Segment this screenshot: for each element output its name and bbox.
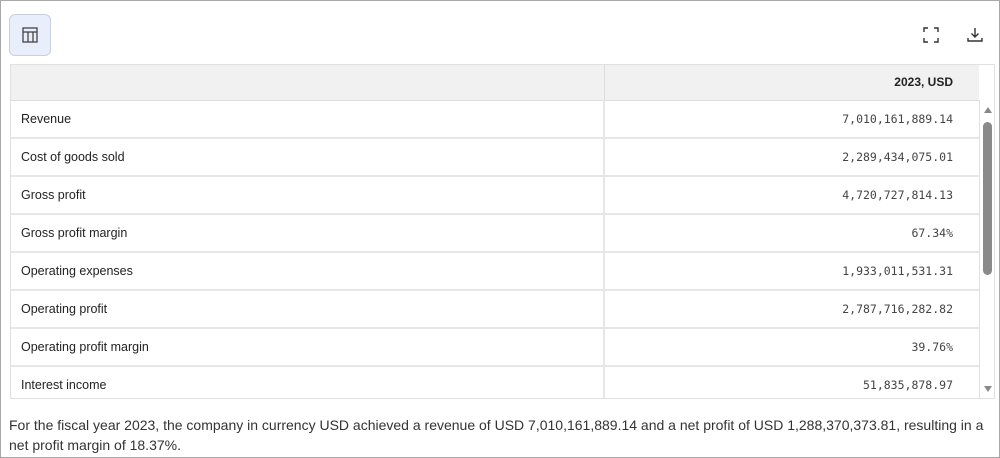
row-value: 4,720,727,814.13 [604, 176, 979, 215]
download-icon [967, 28, 983, 42]
column-header-2023-usd: 2023, USD [604, 65, 979, 101]
row-label: Cost of goods sold [11, 138, 605, 177]
table-row: Operating expenses 1,933,011,531.31 [11, 252, 979, 291]
row-value: 1,933,011,531.31 [604, 252, 979, 291]
row-label: Gross profit [11, 176, 605, 215]
download-button[interactable] [963, 23, 987, 47]
table-row: Operating profit margin 39.76% [11, 328, 979, 367]
row-label: Interest income [11, 366, 605, 398]
table-layout-icon [22, 27, 38, 43]
table-row: Gross profit margin 67.34% [11, 214, 979, 253]
table-row: Revenue 7,010,161,889.14 [11, 100, 979, 139]
table-header-row: 2023, USD [11, 65, 979, 101]
row-label: Revenue [11, 100, 605, 139]
row-value: 39.76% [604, 328, 979, 367]
scrollbar[interactable] [979, 100, 994, 398]
table-row: Cost of goods sold 2,289,434,075.01 [11, 138, 979, 177]
summary-text: For the fiscal year 2023, the company in… [9, 417, 984, 453]
scroll-up-arrow-icon[interactable] [984, 107, 992, 113]
table-row: Gross profit 4,720,727,814.13 [11, 176, 979, 215]
scrollbar-thumb[interactable] [983, 122, 992, 275]
row-label: Operating profit margin [11, 328, 605, 367]
fullscreen-button[interactable] [919, 23, 943, 47]
column-header-label [11, 65, 605, 101]
row-value: 67.34% [604, 214, 979, 253]
table-row: Interest income 51,835,878.97 [11, 366, 979, 398]
row-value: 7,010,161,889.14 [604, 100, 979, 139]
fullscreen-icon [923, 27, 939, 43]
row-value: 51,835,878.97 [604, 366, 979, 398]
row-value: 2,787,716,282.82 [604, 290, 979, 329]
scroll-down-arrow-icon[interactable] [984, 386, 992, 392]
row-label: Gross profit margin [11, 214, 605, 253]
row-value: 2,289,434,075.01 [604, 138, 979, 177]
financial-table: 2023, USD Revenue 7,010,161,889.14 Cost of… [10, 64, 995, 399]
table-view-button[interactable] [9, 14, 51, 56]
row-label: Operating expenses [11, 252, 605, 291]
row-label: Operating profit [11, 290, 605, 329]
table-row: Operating profit 2,787,716,282.82 [11, 290, 979, 329]
